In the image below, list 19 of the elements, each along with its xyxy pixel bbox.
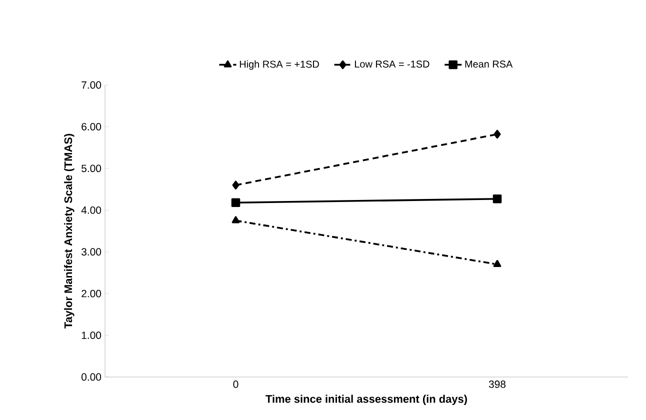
x-axis-title: Time since initial assessment (in days) xyxy=(266,394,467,405)
y-tick-label: 5.00 xyxy=(82,164,102,172)
y-tick-label: 0.00 xyxy=(82,373,102,381)
point xyxy=(492,194,502,204)
point xyxy=(232,180,240,190)
y-tick-label: 7.00 xyxy=(82,81,102,89)
x-tick-label: 398 xyxy=(488,380,506,388)
y-axis-title: Taylor Manifest Anxiety Scale (TMAS) xyxy=(64,134,74,329)
y-tick-label: 6.00 xyxy=(82,123,102,130)
point xyxy=(494,130,501,139)
y-tick-label: 3.00 xyxy=(82,248,102,256)
y-tick-label: 2.00 xyxy=(82,290,102,298)
legend-label: Low RSA = -1SD xyxy=(354,60,430,68)
x-tick-label: 0 xyxy=(233,380,238,388)
point xyxy=(231,198,240,208)
y-tick-label: 4.00 xyxy=(81,206,102,214)
legend-label: Mean RSA xyxy=(465,60,513,68)
legend-label: High RSA = +1SD xyxy=(240,60,319,70)
y-tick-label: 1.00 xyxy=(82,332,102,339)
